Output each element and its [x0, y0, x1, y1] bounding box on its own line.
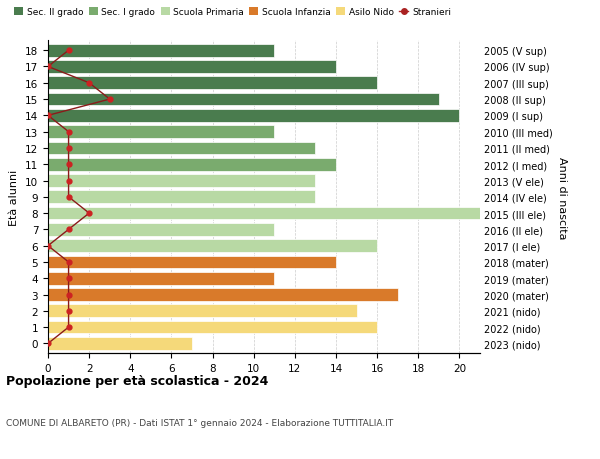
Text: COMUNE DI ALBARETO (PR) - Dati ISTAT 1° gennaio 2024 - Elaborazione TUTTITALIA.I: COMUNE DI ALBARETO (PR) - Dati ISTAT 1° …	[6, 418, 393, 427]
Bar	[48, 175, 316, 187]
Bar	[48, 45, 274, 57]
Text: Popolazione per età scolastica - 2024: Popolazione per età scolastica - 2024	[6, 374, 268, 387]
Bar	[48, 207, 480, 220]
Bar	[48, 272, 274, 285]
Bar	[48, 337, 192, 350]
Bar	[48, 224, 274, 236]
Bar	[48, 240, 377, 252]
Bar	[48, 191, 316, 204]
Y-axis label: Anni di nascita: Anni di nascita	[557, 156, 567, 239]
Bar	[48, 110, 460, 123]
Y-axis label: Età alunni: Età alunni	[10, 169, 19, 225]
Bar	[48, 321, 377, 334]
Bar	[48, 305, 356, 318]
Legend: Sec. II grado, Sec. I grado, Scuola Primaria, Scuola Infanzia, Asilo Nido, Stran: Sec. II grado, Sec. I grado, Scuola Prim…	[11, 5, 455, 21]
Bar	[48, 94, 439, 106]
Bar	[48, 77, 377, 90]
Bar	[48, 126, 274, 139]
Bar	[48, 158, 336, 171]
Bar	[48, 142, 316, 155]
Bar	[48, 289, 398, 301]
Bar	[48, 61, 336, 73]
Bar	[48, 256, 336, 269]
